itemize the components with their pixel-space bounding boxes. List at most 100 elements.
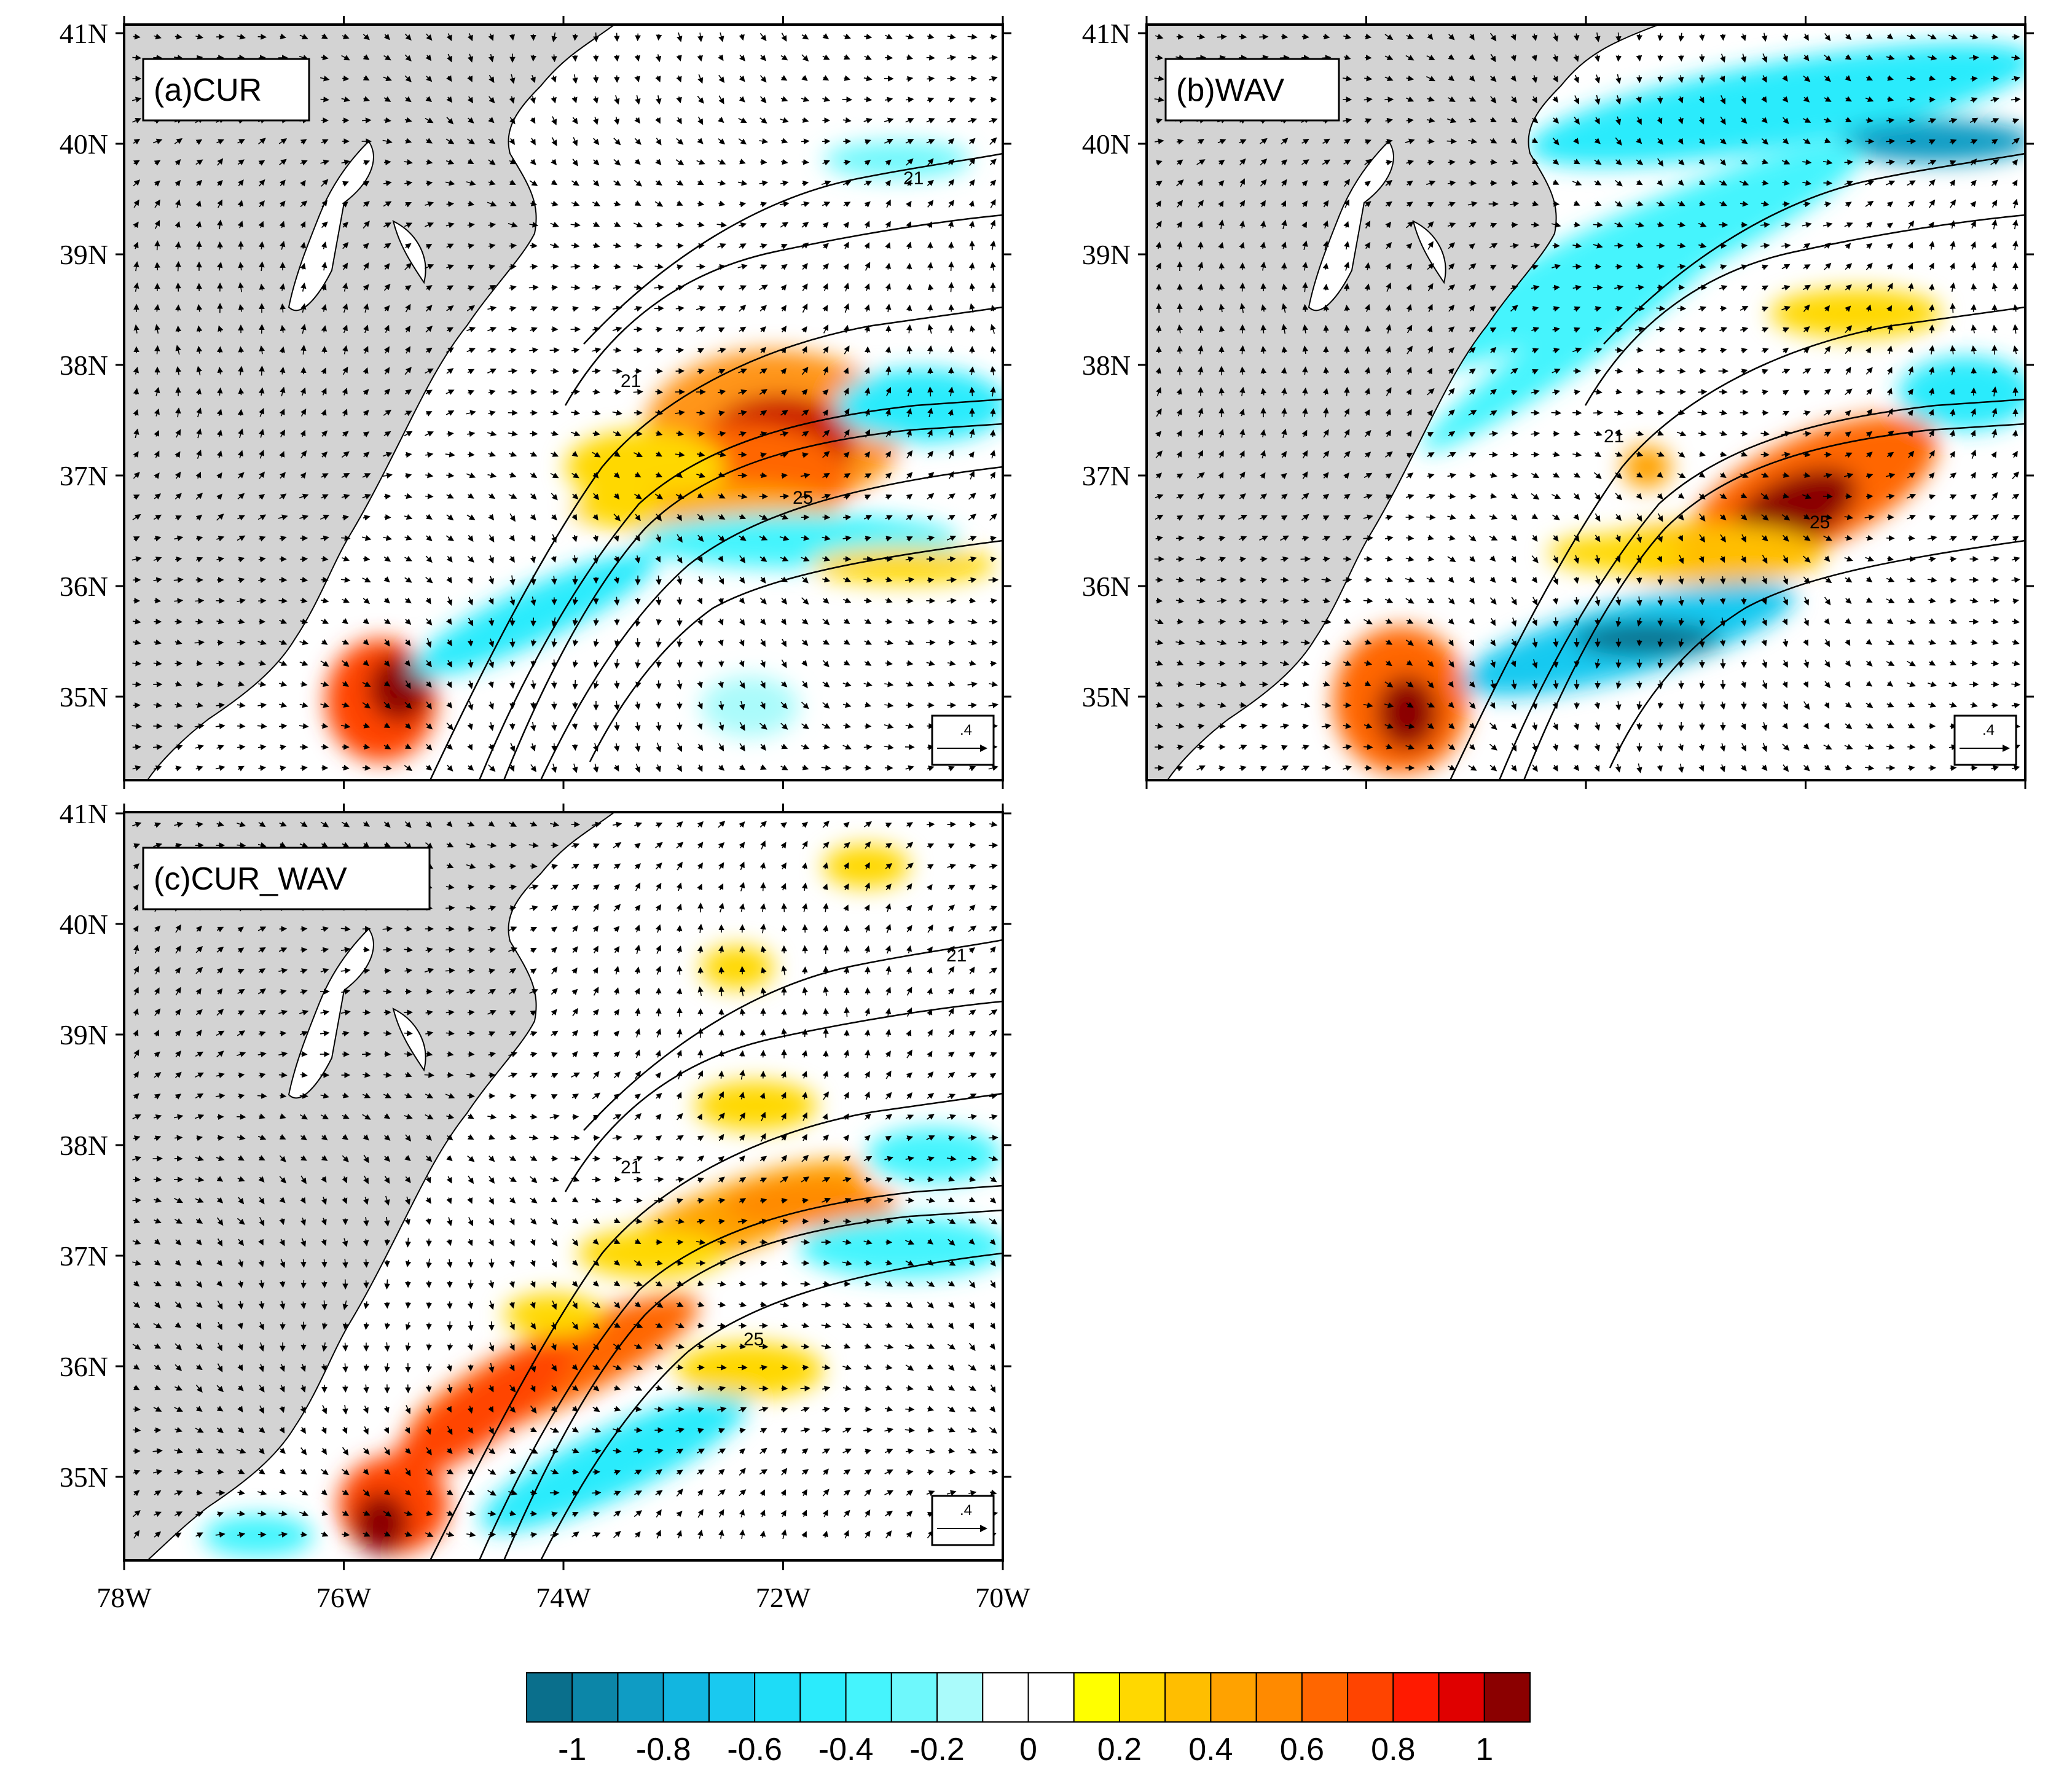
vector-arrow bbox=[717, 158, 726, 165]
vector-arrow bbox=[530, 158, 536, 165]
vector-arrow bbox=[530, 96, 536, 104]
vector-arrow bbox=[739, 54, 745, 61]
vector-arrow bbox=[800, 1281, 810, 1287]
vector-arrow bbox=[175, 282, 181, 292]
vector-arrow bbox=[425, 33, 433, 41]
vector-arrow bbox=[321, 1280, 328, 1288]
vector-arrow bbox=[342, 75, 350, 82]
vector-arrow bbox=[884, 138, 894, 144]
vector-arrow bbox=[154, 240, 160, 251]
vector-arrow bbox=[1907, 535, 1915, 541]
vector-arrow bbox=[1970, 660, 1978, 667]
vector-arrow bbox=[822, 33, 830, 39]
vector-arrow bbox=[447, 1071, 454, 1078]
vector-arrow bbox=[363, 34, 370, 41]
vector-arrow bbox=[676, 1364, 684, 1371]
vector-arrow bbox=[1427, 138, 1435, 144]
vector-arrow bbox=[697, 33, 704, 42]
vector-arrow bbox=[467, 33, 473, 42]
vector-arrow bbox=[905, 139, 914, 144]
colorbar-swatch bbox=[1164, 1672, 1212, 1723]
vector-arrow bbox=[509, 179, 516, 185]
contour-label-21: 21 bbox=[621, 1157, 641, 1178]
vector-arrow bbox=[237, 842, 246, 848]
vector-arrow bbox=[1677, 55, 1684, 62]
panel-c-label: (c)CUR_WAV bbox=[154, 861, 347, 897]
vector-arrow bbox=[802, 180, 809, 187]
vector-arrow bbox=[927, 97, 935, 103]
vector-arrow bbox=[195, 33, 204, 40]
vector-arrow bbox=[572, 158, 578, 166]
vector-arrow bbox=[1719, 305, 1727, 312]
vector-arrow bbox=[1699, 54, 1705, 63]
vector-arrow bbox=[278, 138, 288, 144]
vector-arrow bbox=[279, 577, 288, 583]
vector-arrow bbox=[592, 96, 598, 104]
vector-arrow bbox=[1929, 324, 1935, 334]
vector-arrow bbox=[1469, 472, 1477, 479]
vector-arrow bbox=[551, 659, 557, 669]
vector-arrow bbox=[634, 1427, 643, 1433]
colorbar-swatch bbox=[1255, 1672, 1303, 1723]
vector-arrow bbox=[1907, 556, 1916, 562]
lon-tick-label: 70W bbox=[975, 1582, 1030, 1613]
vector-arrow bbox=[676, 75, 682, 83]
vector-arrow bbox=[968, 842, 976, 849]
vector-arrow bbox=[509, 617, 516, 627]
vector-arrow bbox=[321, 179, 329, 187]
vector-arrow bbox=[1928, 283, 1935, 291]
vector-arrow bbox=[905, 158, 914, 166]
vector-arrow bbox=[634, 326, 643, 332]
vector-arrow bbox=[175, 1135, 183, 1141]
vector-arrow bbox=[906, 54, 913, 60]
vector-arrow bbox=[509, 117, 516, 125]
vector-arrow bbox=[927, 179, 934, 186]
vector-arrow bbox=[1657, 575, 1663, 585]
vector-arrow bbox=[133, 199, 139, 208]
vector-arrow bbox=[676, 347, 685, 353]
colorbar-swatch bbox=[1118, 1672, 1166, 1723]
vector-arrow bbox=[1280, 577, 1289, 583]
vector-arrow bbox=[446, 201, 455, 208]
vector-arrow bbox=[990, 660, 997, 667]
colorbar: -1 -0.8 -0.6 -0.4 -0.2 0 0.2 0.4 0.6 0.8 1 bbox=[526, 1672, 1531, 1767]
vector-arrow bbox=[906, 179, 912, 187]
vector-arrow bbox=[300, 200, 308, 208]
vector-arrow bbox=[1363, 556, 1373, 562]
vector-arrow bbox=[551, 179, 558, 186]
vector-arrow bbox=[656, 95, 662, 105]
vector-arrow bbox=[802, 966, 808, 974]
lon-tick-label: 72W bbox=[756, 1582, 811, 1613]
vector-arrow bbox=[1446, 138, 1457, 144]
colorbar-swatch bbox=[1392, 1672, 1440, 1723]
vector-arrow bbox=[300, 179, 306, 187]
vector-arrow bbox=[446, 96, 453, 103]
vector-arrow bbox=[1323, 367, 1330, 375]
vector-arrow bbox=[1239, 366, 1246, 375]
vector-arrow bbox=[363, 54, 370, 60]
vector-arrow bbox=[342, 1342, 348, 1352]
vector-arrow bbox=[363, 160, 371, 166]
vector-arrow bbox=[425, 117, 434, 123]
contour-label-21: 21 bbox=[1604, 426, 1624, 447]
vector-arrow bbox=[864, 181, 873, 187]
vector-arrow bbox=[154, 160, 161, 166]
colorbar-tick-label: -1 bbox=[558, 1732, 586, 1767]
vector-arrow bbox=[175, 261, 181, 272]
vector-arrow bbox=[823, 1259, 830, 1266]
panel-b-ref-vector-label: .4 bbox=[1982, 722, 1995, 738]
vector-arrow bbox=[844, 75, 851, 81]
vector-arrow bbox=[551, 32, 557, 42]
vector-arrow bbox=[572, 74, 578, 84]
vector-arrow bbox=[509, 34, 516, 41]
vector-arrow bbox=[1593, 222, 1603, 228]
vector-arrow bbox=[591, 1448, 602, 1454]
vector-arrow bbox=[280, 33, 286, 39]
lat-tick-label: 36N bbox=[1082, 571, 1131, 602]
vector-arrow bbox=[634, 158, 641, 165]
vector-arrow bbox=[509, 243, 517, 249]
lat-tick-label: 36N bbox=[60, 571, 108, 602]
vector-arrow bbox=[300, 1051, 308, 1057]
vector-arrow bbox=[405, 96, 412, 103]
